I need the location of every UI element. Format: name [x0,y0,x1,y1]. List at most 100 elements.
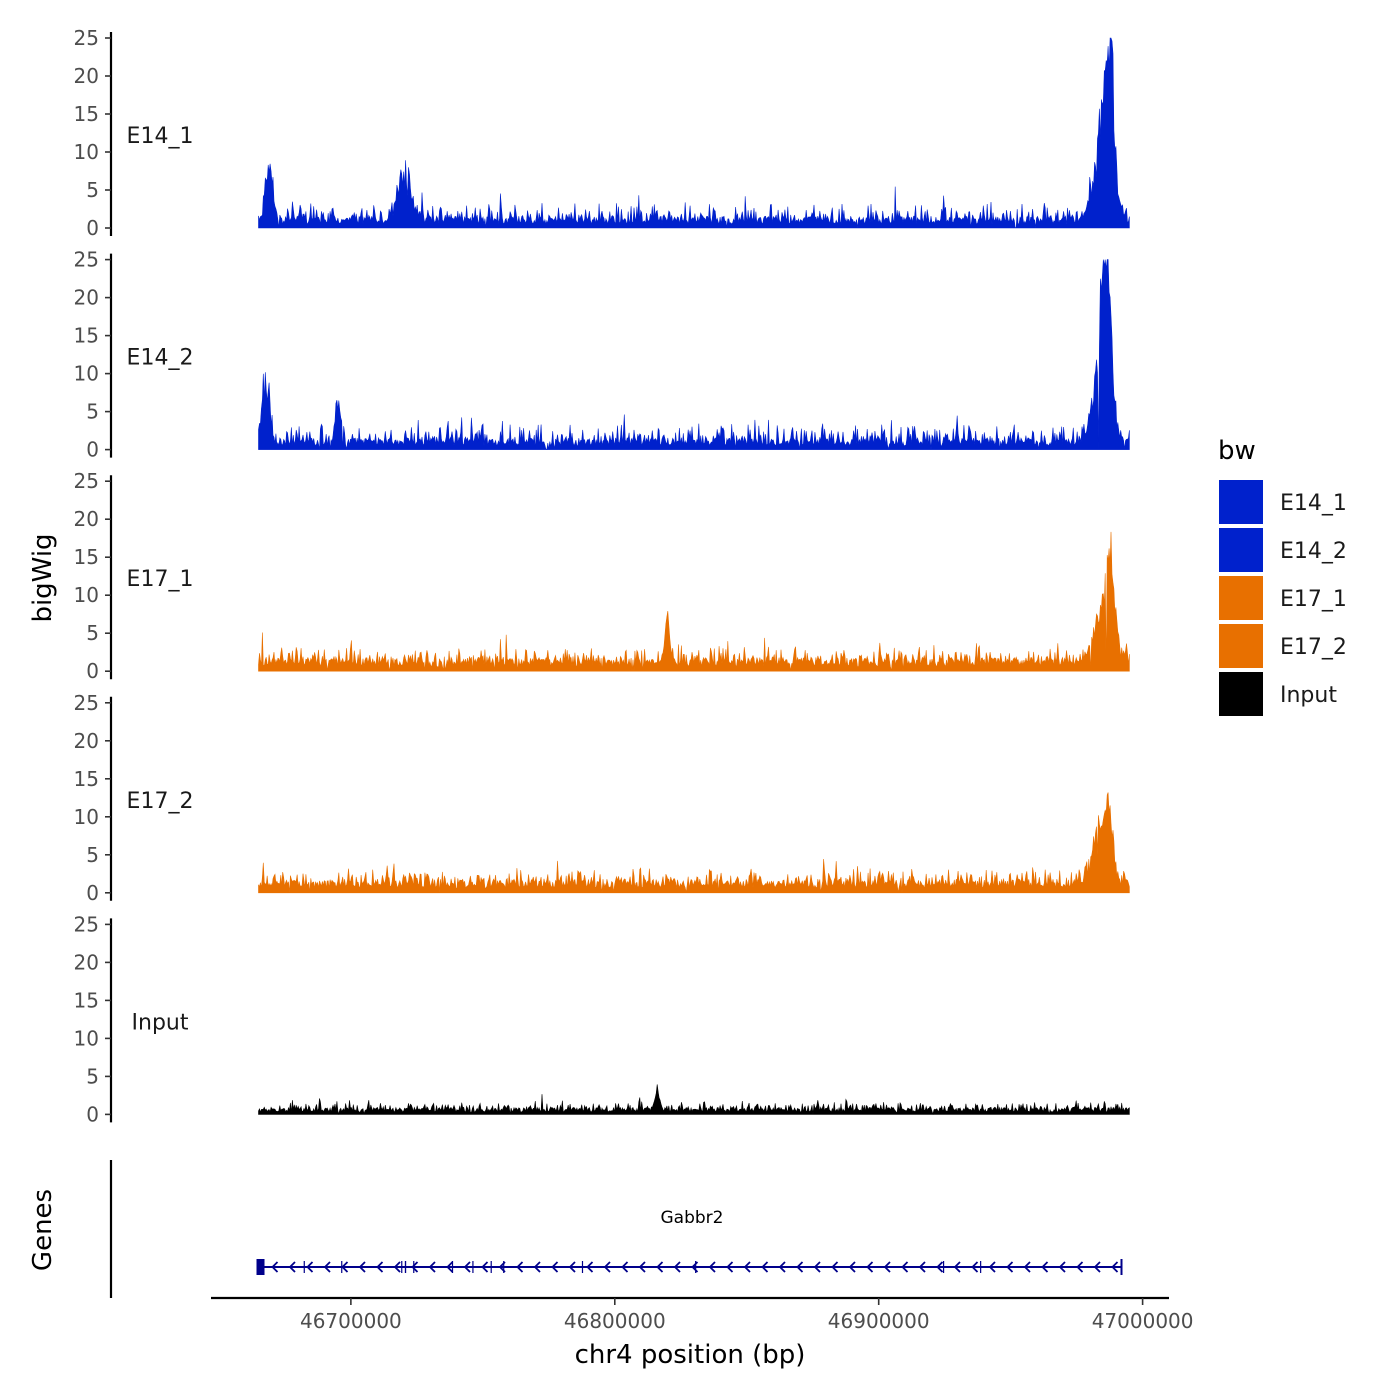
y-tick-label: 25 [74,26,99,50]
strand-arrow [323,1261,331,1273]
strand-arrow [988,1261,996,1273]
strand-arrow [568,1261,576,1273]
y-tick-label: 20 [74,950,99,974]
strand-arrow [306,1261,314,1273]
y-tick-label: 5 [86,621,99,645]
strand-arrow [376,1261,384,1273]
strand-arrow [708,1261,716,1273]
strand-arrow [411,1261,419,1273]
track-label: E14_1 [127,124,194,149]
signal-area [258,1084,1130,1116]
legend-label: E17_1 [1280,587,1347,612]
track-e17-1: 0 5 10 15 20 25 E17_1 [74,469,1130,683]
bigwig-tracks: 0 5 10 15 20 25 E14_1 0 5 10 15 20 25 E14_2 0 5 10 15 20 25… [74,26,1130,1126]
track-e17-2: 0 5 10 15 20 25 E17_2 [74,691,1130,905]
strand-arrow [831,1261,839,1273]
strand-arrow [796,1261,804,1273]
signal-area [258,531,1130,672]
strand-arrow [463,1261,471,1273]
strand-arrow [603,1261,611,1273]
y-tick-label: 20 [74,729,99,753]
x-tick-label: 46900000 [828,1309,930,1333]
y-tick-label: 25 [74,691,99,715]
y-tick-label: 20 [74,286,99,310]
legend-swatch [1219,624,1263,668]
legend-swatch [1219,672,1263,716]
y-tick-label: 15 [74,767,99,791]
legend-title: bw [1218,436,1256,466]
strand-arrow [883,1261,891,1273]
strand-arrow [638,1261,646,1273]
signal-area [258,37,1130,229]
legend-label: Input [1280,683,1337,708]
y-tick-label: 5 [86,1064,99,1088]
strand-arrow [936,1261,944,1273]
legend-swatch [1219,576,1263,620]
strand-arrow [1111,1261,1119,1273]
x-axis: 46700000 46800000 46900000 47000000 [211,1296,1194,1333]
y-tick-label: 5 [86,400,99,424]
y-tick-label: 10 [74,805,99,829]
x-tick-label: 46700000 [300,1309,402,1333]
track-e14-2: 0 5 10 15 20 25 E14_2 [74,248,1130,462]
strand-arrow [866,1261,874,1273]
strand-arrow [1006,1261,1014,1273]
strand-arrow [726,1261,734,1273]
strand-arrow [358,1261,366,1273]
x-tick-label: 47000000 [1092,1309,1194,1333]
genes-panel: Gabbr2 [109,1160,1123,1298]
strand-arrow [813,1261,821,1273]
legend-label: E14_1 [1280,491,1347,516]
strand-arrow [1093,1261,1101,1273]
strand-arrow [971,1261,979,1273]
strand-arrow [673,1261,681,1273]
strand-arrow [918,1261,926,1273]
strand-arrow [621,1261,629,1273]
strand-arrow [481,1261,489,1273]
y-tick-label: 15 [74,324,99,348]
y-tick-label: 20 [74,507,99,531]
y-tick-label: 10 [74,583,99,607]
strand-arrow [901,1261,909,1273]
strand-arrow [551,1261,559,1273]
track-e14-1: 0 5 10 15 20 25 E14_1 [74,26,1130,240]
strand-arrow [341,1261,349,1273]
strand-arrow [516,1261,524,1273]
legend-label: E14_2 [1280,539,1347,564]
track-label: Input [132,1010,189,1035]
track-label: E14_2 [127,346,194,371]
strand-arrow [691,1261,699,1273]
legend-swatch [1219,528,1263,572]
strand-arrow [1023,1261,1031,1273]
strand-arrow [848,1261,856,1273]
y-tick-label: 0 [86,1102,99,1126]
legend-swatch [1219,480,1263,524]
strand-arrow [498,1261,506,1273]
strand-arrow [1076,1261,1084,1273]
y-tick-label: 15 [74,102,99,126]
y-tick-label: 20 [74,64,99,88]
y-tick-label: 10 [74,140,99,164]
strand-arrow [428,1261,436,1273]
y-tick-label: 0 [86,659,99,683]
strand-arrow [288,1261,296,1273]
gene-label: Gabbr2 [661,1208,724,1228]
strand-arrow [586,1261,594,1273]
y-tick-label: 5 [86,178,99,202]
y-tick-label: 5 [86,843,99,867]
y-tick-label: 0 [86,216,99,240]
gene-exon [256,1259,265,1275]
track-label: E17_1 [127,567,194,592]
track-label: E17_2 [127,789,194,814]
strand-arrow [953,1261,961,1273]
strand-arrow [271,1261,279,1273]
signal-area [258,792,1130,894]
track-input: 0 5 10 15 20 25 Input [74,912,1130,1126]
strand-arrow [761,1261,769,1273]
signal-area [258,259,1130,450]
y-tick-label: 15 [74,988,99,1012]
y-tick-label: 10 [74,362,99,386]
x-tick-label: 46800000 [564,1309,666,1333]
legend-label: E17_2 [1280,635,1347,660]
strand-arrow [743,1261,751,1273]
